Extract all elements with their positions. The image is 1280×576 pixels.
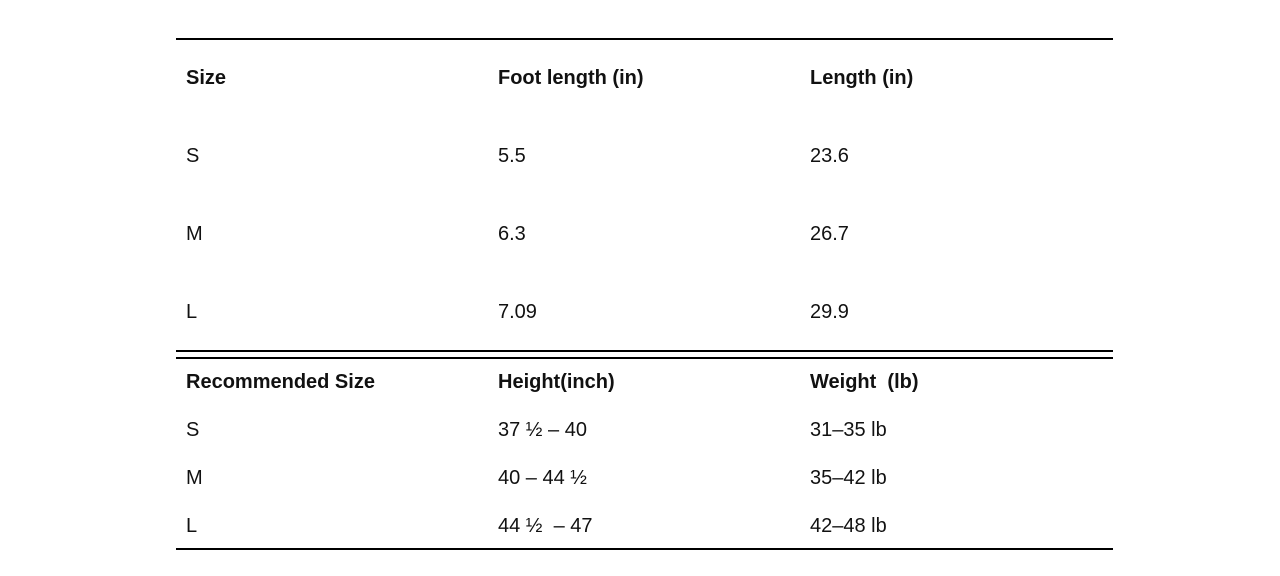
table-cell: M xyxy=(186,223,203,245)
table-cell: 7.09 xyxy=(498,301,537,323)
table-cell: L xyxy=(186,515,198,537)
table-cell: 29.9 xyxy=(810,301,849,323)
table-cell: 26.7 xyxy=(810,223,849,245)
header-cell: Height(inch) xyxy=(498,371,615,393)
header-cell: Recommended Size xyxy=(186,371,375,393)
table-cell: L xyxy=(186,301,198,323)
table-cell: 31–35 lb xyxy=(810,419,887,441)
header-cell: Length (in) xyxy=(810,67,914,89)
table-cell: 23.6 xyxy=(810,145,849,167)
table-cell: 44 ½ – 47 xyxy=(498,515,593,537)
top-rule xyxy=(176,38,1113,40)
table-cell: S xyxy=(186,419,200,441)
table-cell: 6.3 xyxy=(498,223,526,245)
header-cell: Foot length (in) xyxy=(498,67,644,89)
table-cell: M xyxy=(186,467,203,489)
bottom-rule xyxy=(176,548,1113,550)
double-rule-lower xyxy=(176,357,1113,359)
table-cell: S xyxy=(186,145,200,167)
header-cell: Weight (lb) xyxy=(810,371,919,393)
header-cell: Size xyxy=(186,67,227,89)
table-cell: 35–42 lb xyxy=(810,467,887,489)
table-cell: 40 – 44 ½ xyxy=(498,467,587,489)
table-cell: 42–48 lb xyxy=(810,515,887,537)
table-cell: 37 ½ – 40 xyxy=(498,419,587,441)
table-cell: 5.5 xyxy=(498,145,526,167)
double-rule-upper xyxy=(176,350,1113,352)
